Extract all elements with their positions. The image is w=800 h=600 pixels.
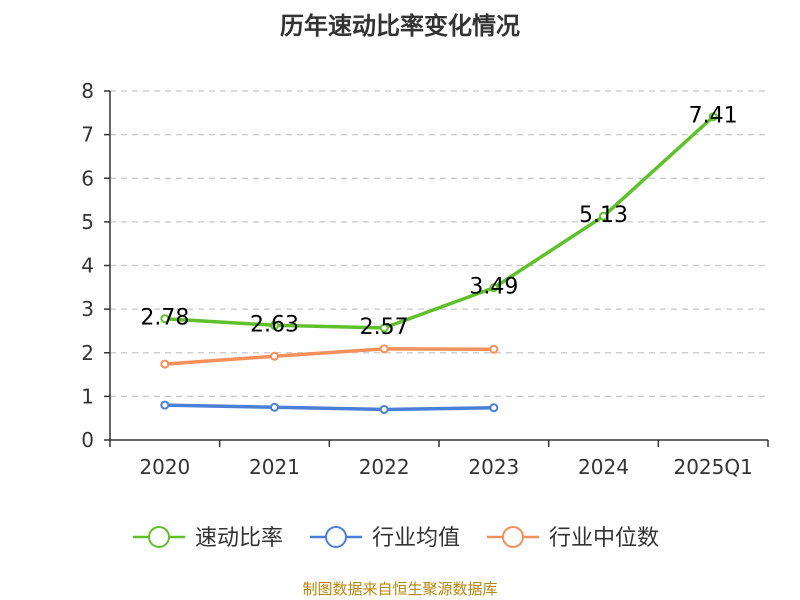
y-tick-label: 8 [81, 79, 94, 103]
legend-label: 行业均值 [372, 526, 460, 551]
data-point [270, 351, 279, 361]
legend-marker [325, 526, 347, 548]
data-point [379, 323, 389, 333]
data-point [160, 314, 170, 324]
data-point [379, 404, 389, 414]
series-2 [160, 400, 499, 414]
data-label: 2.57 [360, 315, 409, 340]
data-label: 5.13 [579, 203, 628, 228]
data-point [270, 320, 279, 330]
data-point [379, 344, 389, 354]
legend-marker [502, 526, 524, 548]
x-tick-label: 2024 [578, 455, 629, 479]
data-label: 7.41 [689, 104, 738, 129]
x-tick-label: 2021 [249, 455, 300, 479]
data-label: 3.49 [469, 275, 518, 300]
data-point [599, 211, 608, 221]
series-line [164, 403, 494, 412]
data-point [489, 283, 499, 293]
y-tick-label: 1 [81, 384, 94, 408]
source-note: 制图数据来自恒生聚源数据库 [302, 580, 498, 598]
data-labels: 2.78 2.63 2.57 3.49 5.13 7.41 [140, 104, 737, 340]
chart-title: 历年速动比率变化情况 [280, 12, 520, 40]
series-1 [160, 112, 718, 333]
data-point [270, 402, 279, 412]
data-point [160, 400, 170, 410]
data-point [489, 344, 499, 354]
y-tick-label: 0 [81, 428, 94, 452]
series-line [164, 347, 494, 366]
x-tick-label: 2020 [139, 455, 190, 479]
y-tick-label: 2 [81, 341, 94, 365]
x-tick-label: 2025Q1 [673, 455, 752, 479]
y-tick-label: 4 [81, 254, 94, 278]
legend: 速动比率 行业均值 行业中位数 [133, 526, 659, 551]
legend-item: 速动比率 [133, 526, 283, 551]
legend-item: 行业中位数 [487, 526, 659, 551]
data-point [160, 359, 170, 369]
x-tick-label: 2023 [468, 455, 519, 479]
data-point [708, 112, 718, 122]
legend-label: 速动比率 [195, 526, 283, 551]
y-tick-label: 3 [81, 297, 94, 321]
legend-marker [148, 526, 170, 548]
data-label: 2.63 [250, 312, 299, 337]
series-line [164, 115, 715, 330]
data-point [489, 403, 499, 413]
legend-label: 行业中位数 [549, 526, 659, 551]
series-lines [160, 112, 718, 414]
y-tick-label: 6 [81, 166, 94, 190]
y-tick-label: 7 [81, 123, 94, 147]
data-label: 2.78 [140, 306, 189, 331]
axes: 0 1 2 3 4 5 6 7 8 2020 2021 2022 2023 2024 2025Q1 [81, 79, 769, 479]
legend-item: 行业均值 [310, 526, 460, 551]
y-tick-label: 5 [81, 210, 94, 234]
x-tick-label: 2022 [359, 455, 410, 479]
series-3 [160, 344, 499, 369]
